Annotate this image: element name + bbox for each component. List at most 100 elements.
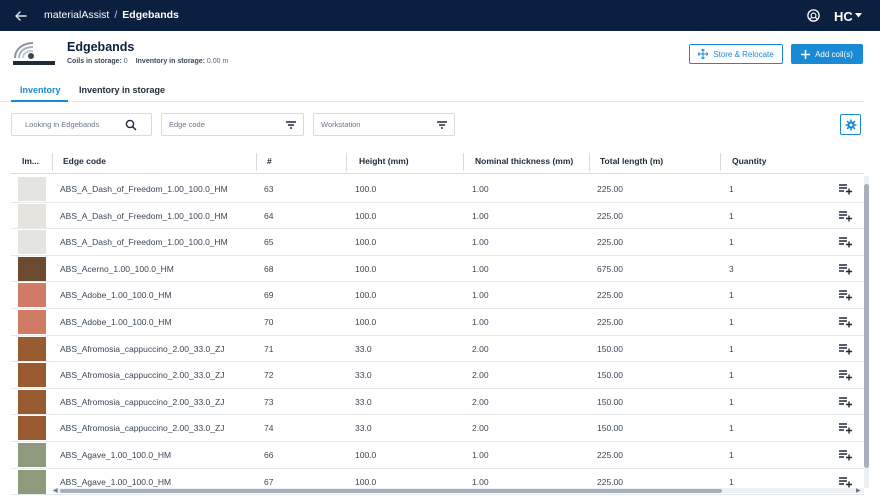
- cell-thickness: 1.00: [472, 210, 489, 221]
- edgeband-thumbnail: [18, 283, 46, 308]
- column-header-total-length[interactable]: Total length (m): [600, 156, 664, 166]
- playlist-add-icon[interactable]: [839, 210, 852, 222]
- cell-edge-code: ABS_A_Dash_of_Freedom_1.00_100.0_HM: [60, 237, 228, 248]
- logo-text: HC: [834, 9, 852, 23]
- edgeband-thumbnail: [18, 203, 46, 228]
- vertical-scrollbar-thumb[interactable]: [864, 184, 869, 468]
- active-tab-indicator: [11, 100, 68, 102]
- edgeband-thumbnail: [18, 363, 46, 388]
- cell-number: 63: [264, 184, 274, 194]
- cell-quantity: 1: [729, 184, 734, 194]
- cell-total-length: 225.00: [597, 184, 623, 194]
- cell-total-length: 225.00: [597, 317, 623, 327]
- edgeband-thumbnail: [18, 416, 46, 441]
- playlist-add-icon[interactable]: [839, 183, 852, 195]
- storage-summary: Coils in storage: 0 Inventory in storage…: [67, 58, 228, 65]
- column-divider[interactable]: [720, 153, 721, 171]
- column-header-edge-code[interactable]: Edge code: [63, 156, 106, 166]
- cell-quantity: 1: [729, 450, 734, 460]
- column-divider[interactable]: [463, 153, 464, 171]
- add-coil-button[interactable]: Add coil(s): [791, 44, 863, 64]
- scroll-left-arrow[interactable]: ◀: [53, 488, 58, 494]
- column-header-quantity[interactable]: Quantity: [732, 156, 767, 166]
- table-row[interactable]: ABS_Agave_1.00_100.0_HM 66 100.0 1.00 225.00…: [11, 442, 864, 469]
- tab-inventory-in-storage[interactable]: Inventory in storage: [79, 85, 166, 95]
- column-divider[interactable]: [52, 153, 53, 171]
- top-bar: materialAssist / Edgebands HC: [0, 0, 880, 31]
- table-row[interactable]: ABS_A_Dash_of_Freedom_1.00_100.0_HM 65 100…: [11, 229, 864, 256]
- cell-quantity: 1: [729, 237, 734, 248]
- scroll-right-arrow[interactable]: ▶: [856, 488, 861, 494]
- search-icon[interactable]: [125, 119, 137, 131]
- table-row[interactable]: ABS_Afromosia_cappuccino_2.00_33.0_ZJ 71 3…: [11, 336, 864, 363]
- cell-total-length: 225.00: [597, 210, 623, 221]
- cell-total-length: 675.00: [597, 263, 623, 274]
- cell-edge-code: ABS_Agave_1.00_100.0_HM: [60, 450, 172, 460]
- playlist-add-icon[interactable]: [839, 343, 852, 355]
- cell-thickness: 2.00: [472, 423, 489, 434]
- playlist-add-icon[interactable]: [839, 316, 852, 328]
- cell-edge-code: ABS_Afromosia_cappuccino_2.00_33.0_ZJ: [60, 343, 225, 354]
- breadcrumb-app[interactable]: materialAssist: [44, 9, 110, 21]
- workstation-placeholder: Workstation: [321, 120, 361, 129]
- edge-code-filter[interactable]: Edge code: [161, 113, 304, 136]
- coils-label: Coils in storage:: [67, 58, 122, 65]
- breadcrumb-current: Edgebands: [122, 9, 179, 21]
- column-header-thickness[interactable]: Nominal thickness (mm): [475, 156, 574, 166]
- search-placeholder: Looking in Edgebands: [25, 120, 100, 129]
- table-row[interactable]: ABS_Afromosia_cappuccino_2.00_33.0_ZJ 73 3…: [11, 389, 864, 416]
- user-menu[interactable]: HC: [834, 8, 862, 23]
- coils-in-storage: Coils in storage: 0: [67, 58, 128, 65]
- filter-icon[interactable]: [436, 119, 448, 131]
- workstation-filter[interactable]: Workstation: [313, 113, 455, 136]
- cell-number: 66: [264, 450, 274, 460]
- column-divider[interactable]: [346, 153, 347, 171]
- cell-edge-code: ABS_A_Dash_of_Freedom_1.00_100.0_HM: [60, 210, 228, 221]
- cell-total-length: 225.00: [597, 450, 623, 460]
- cell-thickness: 1.00: [472, 263, 489, 274]
- table-row[interactable]: ABS_Afromosia_cappuccino_2.00_33.0_ZJ 74 3…: [11, 415, 864, 442]
- table-row[interactable]: ABS_Agave_1.00_100.0_HM 67 100.0 1.00 225.00…: [11, 469, 864, 496]
- table-row[interactable]: ABS_Afromosia_cappuccino_2.00_33.0_ZJ 72 3…: [11, 362, 864, 389]
- table-row[interactable]: ABS_A_Dash_of_Freedom_1.00_100.0_HM 64 100…: [11, 203, 864, 230]
- column-header-number[interactable]: #: [267, 156, 272, 166]
- cell-height: 100.0: [355, 210, 377, 221]
- playlist-add-icon[interactable]: [839, 476, 852, 488]
- help-icon[interactable]: [806, 8, 821, 23]
- logo-icon: HC: [834, 9, 852, 23]
- column-header-image[interactable]: Im...: [22, 156, 40, 166]
- cell-total-length: 225.00: [597, 476, 623, 487]
- filter-icon[interactable]: [285, 119, 297, 131]
- playlist-add-icon[interactable]: [839, 369, 852, 381]
- playlist-add-icon[interactable]: [839, 422, 852, 434]
- cell-quantity: 1: [729, 370, 734, 381]
- playlist-add-icon[interactable]: [839, 449, 852, 461]
- playlist-add-icon[interactable]: [839, 263, 852, 275]
- column-header-height[interactable]: Height (mm): [359, 156, 409, 166]
- table-row[interactable]: ABS_Adobe_1.00_100.0_HM 69 100.0 1.00 225.00…: [11, 282, 864, 309]
- playlist-add-icon[interactable]: [839, 396, 852, 408]
- column-divider[interactable]: [256, 153, 257, 171]
- table-row[interactable]: ABS_Acerno_1.00_100.0_HM 68 100.0 1.00 675.0…: [11, 256, 864, 283]
- inventory-label: Inventory in storage:: [135, 58, 205, 65]
- table-settings-button[interactable]: [840, 114, 861, 135]
- cell-total-length: 225.00: [597, 290, 623, 301]
- cell-edge-code: ABS_Acerno_1.00_100.0_HM: [60, 263, 174, 274]
- horizontal-scrollbar-thumb[interactable]: [60, 489, 722, 493]
- cell-edge-code: ABS_Adobe_1.00_100.0_HM: [60, 317, 172, 327]
- store-relocate-button[interactable]: Store & Relocate: [689, 44, 783, 64]
- table-row[interactable]: ABS_Adobe_1.00_100.0_HM 70 100.0 1.00 225.00…: [11, 309, 864, 336]
- column-divider[interactable]: [589, 153, 590, 171]
- cell-thickness: 1.00: [472, 184, 489, 194]
- arrow-left-icon[interactable]: [12, 7, 30, 25]
- edgeband-thumbnail: [18, 230, 46, 255]
- tab-inventory[interactable]: Inventory: [20, 85, 61, 95]
- search-input[interactable]: Looking in Edgebands: [11, 113, 152, 136]
- cell-number: 69: [264, 290, 274, 301]
- cell-total-length: 150.00: [597, 396, 623, 407]
- table-row[interactable]: ABS_A_Dash_of_Freedom_1.00_100.0_HM 63 100…: [11, 176, 864, 203]
- cell-height: 100.0: [355, 290, 377, 301]
- playlist-add-icon[interactable]: [839, 289, 852, 301]
- edgeband-coil-icon: [13, 42, 55, 65]
- playlist-add-icon[interactable]: [839, 236, 852, 248]
